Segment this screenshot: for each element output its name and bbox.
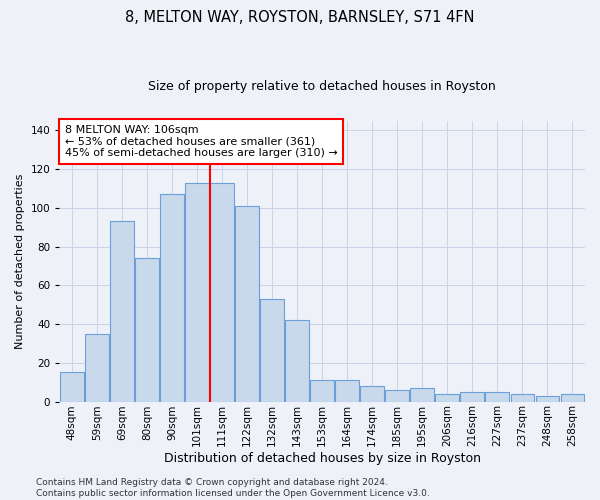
- Bar: [60, 372, 84, 402]
- Bar: [285, 320, 309, 402]
- Bar: [210, 182, 234, 402]
- Bar: [385, 390, 409, 402]
- Text: Contains HM Land Registry data © Crown copyright and database right 2024.
Contai: Contains HM Land Registry data © Crown c…: [36, 478, 430, 498]
- Bar: [436, 394, 459, 402]
- Text: 8 MELTON WAY: 106sqm
← 53% of detached houses are smaller (361)
45% of semi-deta: 8 MELTON WAY: 106sqm ← 53% of detached h…: [65, 125, 337, 158]
- X-axis label: Distribution of detached houses by size in Royston: Distribution of detached houses by size …: [164, 452, 481, 465]
- Y-axis label: Number of detached properties: Number of detached properties: [15, 174, 25, 348]
- Bar: [85, 334, 109, 402]
- Bar: [185, 182, 209, 402]
- Bar: [361, 386, 384, 402]
- Bar: [536, 396, 559, 402]
- Bar: [260, 299, 284, 402]
- Bar: [235, 206, 259, 402]
- Title: Size of property relative to detached houses in Royston: Size of property relative to detached ho…: [148, 80, 496, 93]
- Bar: [335, 380, 359, 402]
- Bar: [485, 392, 509, 402]
- Bar: [310, 380, 334, 402]
- Bar: [160, 194, 184, 402]
- Bar: [110, 222, 134, 402]
- Bar: [410, 388, 434, 402]
- Text: 8, MELTON WAY, ROYSTON, BARNSLEY, S71 4FN: 8, MELTON WAY, ROYSTON, BARNSLEY, S71 4F…: [125, 10, 475, 25]
- Bar: [460, 392, 484, 402]
- Bar: [560, 394, 584, 402]
- Bar: [135, 258, 159, 402]
- Bar: [511, 394, 535, 402]
